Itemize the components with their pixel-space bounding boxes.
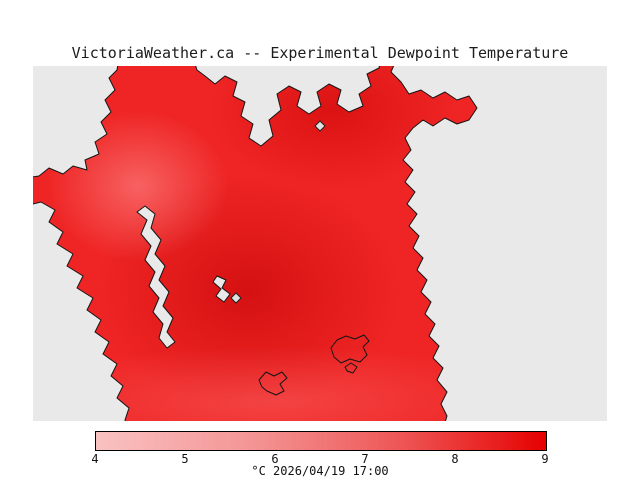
dewpoint-field-canvas bbox=[33, 66, 607, 421]
landmass-right bbox=[390, 66, 607, 421]
island-outline-large bbox=[330, 334, 370, 364]
colorbar-tick: 7 bbox=[361, 452, 369, 466]
colorbar-caption: °C 2026/04/19 17:00 bbox=[95, 464, 545, 478]
colorbar-ticks: 4 5 6 7 8 9 bbox=[91, 452, 549, 466]
colorbar-tick: 9 bbox=[541, 452, 549, 466]
page-title: VictoriaWeather.ca -- Experimental Dewpo… bbox=[71, 44, 569, 62]
colorbar-unit-label: °C bbox=[251, 464, 266, 478]
peninsula-strip bbox=[136, 205, 176, 349]
station-marker-icon bbox=[314, 120, 326, 132]
colorbar-tick: 4 bbox=[91, 452, 99, 466]
landmass-top-left bbox=[33, 66, 119, 178]
island-outline-small bbox=[258, 371, 288, 396]
colorbar-tick: 5 bbox=[181, 452, 189, 466]
colorbar-tick: 6 bbox=[271, 452, 279, 466]
timestamp-label: 2026/04/19 17:00 bbox=[273, 464, 389, 478]
coast-hook bbox=[212, 275, 231, 303]
station-marker-icon bbox=[230, 292, 242, 304]
landmass-top-middle bbox=[195, 66, 380, 147]
island-outline-tiny bbox=[344, 362, 358, 374]
dewpoint-low-patch bbox=[33, 346, 533, 421]
landmass-lower-left bbox=[33, 201, 130, 421]
colorbar-tick: 8 bbox=[451, 452, 459, 466]
colorbar-gradient bbox=[95, 431, 547, 451]
weather-map bbox=[33, 66, 607, 421]
